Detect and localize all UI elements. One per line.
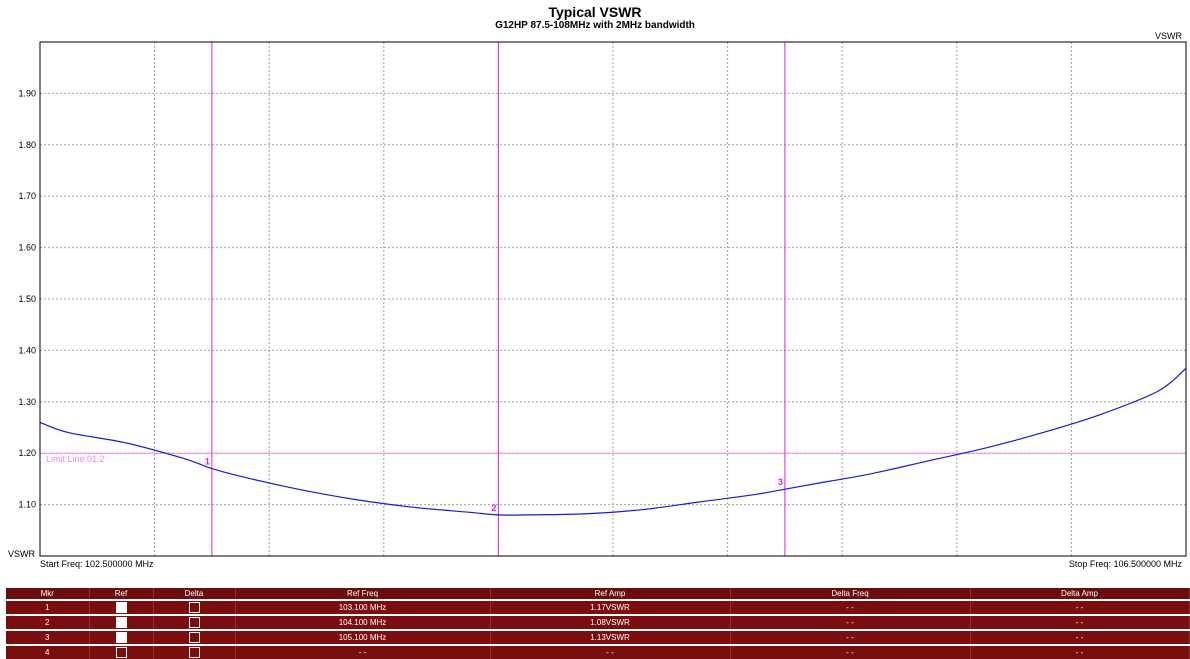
y-tick-label: 1.50 [18, 294, 36, 304]
cell-delta [153, 599, 236, 615]
cell-delta-freq: - - [730, 599, 971, 615]
marker-table: Mkr Ref Delta Ref Freq Ref Amp Delta Fre… [6, 588, 1190, 659]
table-row: 1 103.100 MHz 1.17VSWR - -- - [6, 599, 1190, 615]
cell-ref [89, 599, 154, 615]
cell-ref-amp: 1.08VSWR [490, 614, 731, 630]
stop-freq-label: Stop Freq: 106.500000 MHz [1068, 559, 1182, 569]
marker-label-1: 1 [205, 457, 210, 467]
y-tick-label: 1.90 [18, 88, 36, 98]
cell-ref-amp: 1.17VSWR [490, 599, 731, 615]
y-tick-label: 1.70 [18, 191, 36, 201]
y-tick-labels: 1.10 1.20 1.30 1.40 1.50 1.60 1.70 1.80 1.90 [18, 88, 36, 509]
table-row: 2 104.100 MHz 1.08VSWR - -- - [6, 614, 1190, 630]
cell-delta-freq: - - [730, 644, 971, 659]
y-tick-label: 1.60 [18, 243, 36, 253]
cell-ref-freq: 104.100 MHz [235, 614, 491, 630]
cell-ref [89, 614, 154, 630]
col-header-delta-amp: Delta Amp [970, 588, 1190, 600]
delta-checkbox[interactable] [188, 617, 200, 628]
ref-checkbox[interactable] [115, 647, 127, 658]
marker-label-3: 3 [778, 477, 783, 487]
ref-checkbox[interactable] [115, 632, 127, 643]
col-header-delta: Delta [153, 588, 236, 600]
trace [39, 367, 1187, 516]
vswr-plot: Limit Line 01.2 1 2 3 1.10 1.20 1.30 1.40 1.50… [18, 41, 1187, 557]
y-axis-unit-label: VSWR [1155, 31, 1182, 41]
chart-subtitle: G12HP 87.5-108MHz with 2MHz bandwidth [495, 20, 695, 31]
start-freq-label: Start Freq: 102.500000 MHz [40, 559, 154, 569]
ref-checkbox[interactable] [115, 602, 127, 613]
y-axis-unit-bottom: VSWR [8, 549, 35, 559]
cell-ref [89, 629, 154, 645]
cell-delta-freq: - - [730, 614, 971, 630]
markers: 1 2 3 [205, 42, 786, 556]
cell-ref-amp: - - [490, 644, 731, 659]
col-header-delta-freq: Delta Freq [730, 588, 971, 600]
cell-delta-amp: - - [970, 614, 1190, 630]
plot-frame [39, 41, 1187, 557]
cell-mkr: 2 [6, 614, 90, 630]
delta-checkbox[interactable] [188, 632, 200, 643]
cell-ref-amp: 1.13VSWR [490, 629, 731, 645]
y-tick-label: 1.40 [18, 345, 36, 355]
y-tick-label: 1.10 [18, 500, 36, 510]
y-tick-label: 1.30 [18, 397, 36, 407]
cell-ref-freq: 105.100 MHz [235, 629, 491, 645]
cell-mkr: 1 [6, 599, 90, 615]
limit-line-label: Limit Line 01.2 [46, 454, 105, 464]
cell-mkr: 3 [6, 629, 90, 645]
cell-delta [153, 644, 236, 659]
cell-delta-freq: - - [730, 629, 971, 645]
table-row: 4- -- -- -- - [6, 644, 1190, 659]
ref-checkbox[interactable] [115, 617, 127, 628]
limit-line-group: Limit Line 01.2 [40, 452, 1186, 464]
y-tick-label: 1.20 [18, 448, 36, 458]
cell-delta [153, 629, 236, 645]
marker-label-2: 2 [491, 503, 496, 513]
cell-delta-amp: - - [970, 644, 1190, 659]
cell-delta-amp: - - [970, 599, 1190, 615]
col-header-ref-freq: Ref Freq [235, 588, 491, 600]
col-header-ref-amp: Ref Amp [490, 588, 731, 600]
col-header-ref: Ref [89, 588, 154, 600]
cell-mkr: 4 [6, 644, 90, 659]
cell-ref [89, 644, 154, 659]
table-row: 3 105.100 MHz 1.13VSWR - -- - [6, 629, 1190, 645]
delta-checkbox[interactable] [188, 602, 200, 613]
y-tick-label: 1.80 [18, 140, 36, 150]
cell-delta-amp: - - [970, 629, 1190, 645]
cell-ref-freq: 103.100 MHz [235, 599, 491, 615]
delta-checkbox[interactable] [188, 647, 200, 658]
col-header-mkr: Mkr [6, 588, 90, 600]
cell-ref-freq: - - [235, 644, 491, 659]
marker-table-header: Mkr Ref Delta Ref Freq Ref Amp Delta Fre… [6, 588, 1190, 600]
vswr-trace [39, 367, 1187, 516]
cell-delta [153, 614, 236, 630]
chart-title: Typical VSWR [548, 4, 642, 20]
